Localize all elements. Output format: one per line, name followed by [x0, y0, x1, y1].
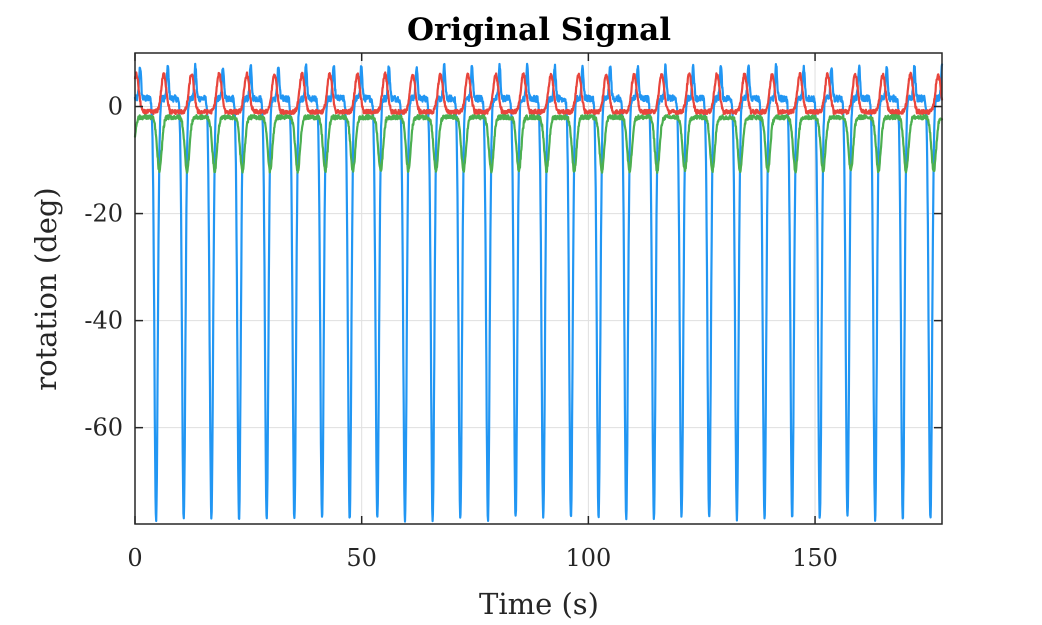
x-tick-label: 100: [565, 544, 611, 572]
y-axis-label: rotation (deg): [29, 187, 63, 390]
axis-ticks: 0 50 100 150 0 -20 -40 -60: [84, 53, 942, 572]
x-tick-label: 150: [792, 544, 838, 572]
series-line-3: [133, 113, 944, 174]
x-tick-label: 0: [127, 544, 142, 572]
series-line-2: [133, 71, 944, 116]
y-tick-label: 0: [108, 93, 123, 121]
chart-title: Original Signal: [407, 12, 671, 48]
axes-frame: [134, 52, 943, 525]
x-tick-label: 50: [346, 544, 377, 572]
x-axis-label: Time (s): [479, 587, 599, 621]
series-line-1: [133, 62, 944, 523]
y-tick-label: -20: [84, 200, 123, 228]
y-tick-label: -60: [84, 414, 123, 442]
plot-area: [133, 62, 944, 523]
y-tick-label: -40: [84, 307, 123, 335]
